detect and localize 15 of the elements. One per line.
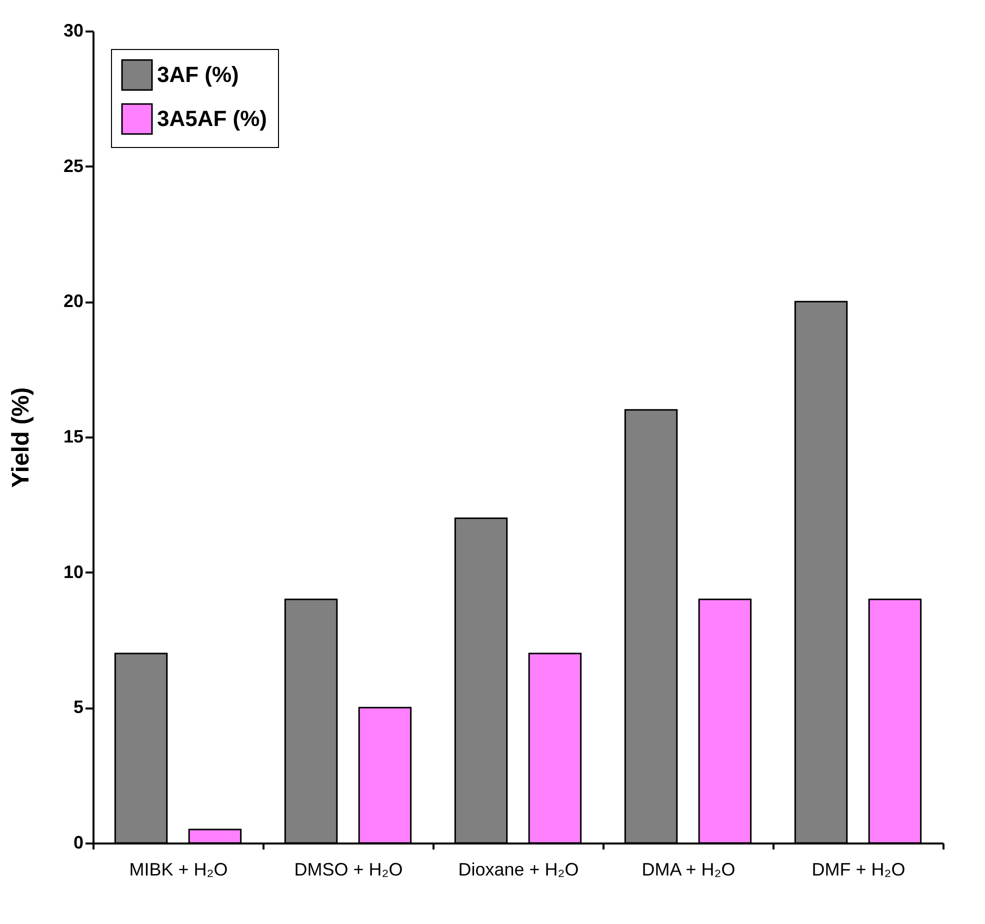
x-tick-label: MIBK + H₂O	[129, 860, 228, 880]
legend-label: 3A5AF (%)	[157, 106, 268, 131]
y-tick-label: 5	[73, 697, 84, 718]
y-tick-label: 15	[63, 426, 84, 446]
y-tick-label: 0	[73, 832, 84, 852]
y-axis-title: Yield (%)	[7, 387, 34, 488]
legend-label: 3AF (%)	[157, 62, 239, 87]
y-tick-label: 10	[63, 562, 84, 582]
y-tick-label: 25	[63, 156, 84, 176]
y-tick-label: 30	[63, 20, 84, 40]
x-tick-label: DMF + H₂O	[812, 860, 906, 880]
x-tick-label: Dioxane + H₂O	[458, 860, 579, 880]
x-tick-label: DMA + H₂O	[642, 860, 736, 880]
y-tick-label: 20	[63, 291, 84, 312]
x-tick-label: DMSO + H₂O	[294, 860, 403, 880]
